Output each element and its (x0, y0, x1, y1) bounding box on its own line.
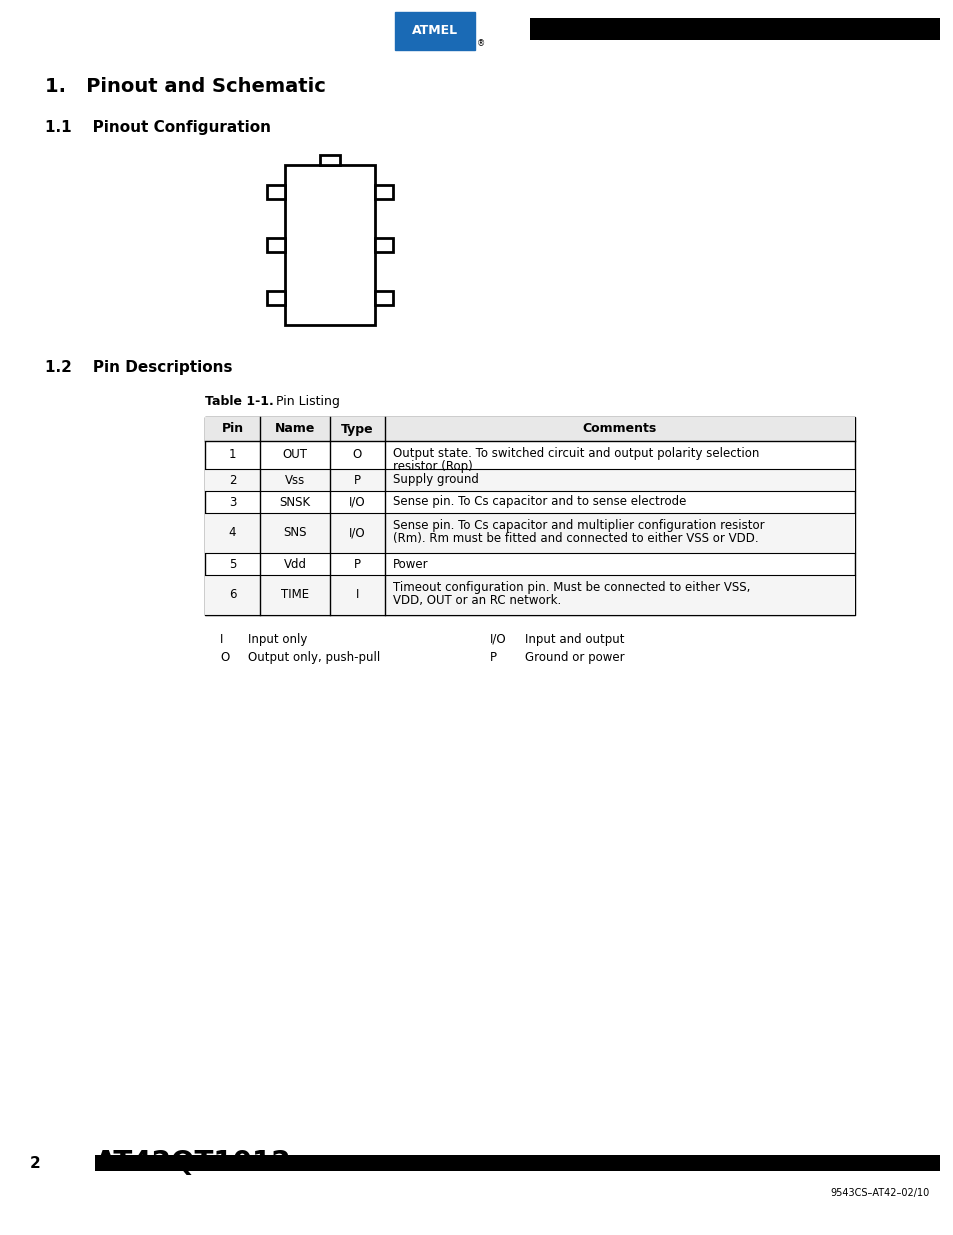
Text: 1.1    Pinout Configuration: 1.1 Pinout Configuration (45, 120, 271, 135)
Text: ATMEL: ATMEL (412, 23, 457, 37)
Text: Input only: Input only (248, 634, 307, 646)
Bar (375, 185, 393, 199)
Bar (395, 12, 475, 49)
Bar (375, 238, 393, 252)
Bar (205, 469, 854, 492)
Text: SNS: SNS (283, 526, 307, 540)
Text: resistor (Rop): resistor (Rop) (393, 459, 473, 473)
Text: Vss: Vss (285, 473, 305, 487)
Text: 5: 5 (229, 557, 236, 571)
Text: 6: 6 (229, 589, 236, 601)
Text: P: P (354, 557, 360, 571)
Text: Pin: Pin (221, 422, 243, 436)
Text: I/O: I/O (349, 495, 365, 509)
Text: 1.2    Pin Descriptions: 1.2 Pin Descriptions (45, 359, 233, 375)
Bar (205, 576, 854, 615)
Text: 1: 1 (229, 448, 236, 462)
Text: 9543CS–AT42–02/10: 9543CS–AT42–02/10 (830, 1188, 929, 1198)
Text: Timeout configuration pin. Must be connected to either VSS,: Timeout configuration pin. Must be conne… (393, 580, 750, 594)
Text: Power: Power (393, 557, 428, 571)
Text: Type: Type (341, 422, 374, 436)
Text: O: O (220, 651, 229, 664)
Bar (285, 165, 375, 325)
Bar (205, 513, 854, 553)
Bar (530, 19, 939, 40)
Text: ®: ® (476, 40, 485, 48)
Text: Sense pin. To Cs capacitor and to sense electrode: Sense pin. To Cs capacitor and to sense … (393, 495, 685, 509)
Text: P: P (490, 651, 497, 664)
Text: 2: 2 (30, 1156, 41, 1171)
Text: Ground or power: Ground or power (524, 651, 624, 664)
Text: I/O: I/O (349, 526, 365, 540)
Text: 2: 2 (229, 473, 236, 487)
Text: VDD, OUT or an RC network.: VDD, OUT or an RC network. (393, 594, 560, 606)
Text: 1.   Pinout and Schematic: 1. Pinout and Schematic (45, 77, 326, 96)
Text: Pin Listing: Pin Listing (260, 395, 339, 408)
Bar (205, 417, 854, 615)
Bar (375, 291, 393, 305)
Text: Supply ground: Supply ground (393, 473, 478, 487)
Text: Vdd: Vdd (283, 557, 306, 571)
Bar (205, 417, 854, 441)
Text: Output only, push-pull: Output only, push-pull (248, 651, 380, 664)
Text: P: P (354, 473, 360, 487)
Bar (267, 291, 285, 305)
Text: 4: 4 (229, 526, 236, 540)
Bar (267, 185, 285, 199)
Text: I/O: I/O (490, 634, 506, 646)
Text: I: I (220, 634, 223, 646)
Text: Name: Name (274, 422, 314, 436)
Text: TIME: TIME (280, 589, 309, 601)
Text: Table 1-1.: Table 1-1. (205, 395, 274, 408)
Text: AT42QT1012: AT42QT1012 (95, 1149, 292, 1177)
Text: O: O (353, 448, 362, 462)
Bar (267, 238, 285, 252)
Text: Output state. To switched circuit and output polarity selection: Output state. To switched circuit and ou… (393, 447, 759, 459)
Bar (319, 156, 339, 165)
Bar (95, 1155, 939, 1171)
Text: (Rm). Rm must be fitted and connected to either VSS or VDD.: (Rm). Rm must be fitted and connected to… (393, 532, 758, 545)
Text: 3: 3 (229, 495, 236, 509)
Text: SNSK: SNSK (279, 495, 311, 509)
Text: OUT: OUT (282, 448, 307, 462)
Text: Input and output: Input and output (524, 634, 624, 646)
Text: Comments: Comments (582, 422, 657, 436)
Text: I: I (355, 589, 359, 601)
Text: Sense pin. To Cs capacitor and multiplier configuration resistor: Sense pin. To Cs capacitor and multiplie… (393, 519, 763, 532)
